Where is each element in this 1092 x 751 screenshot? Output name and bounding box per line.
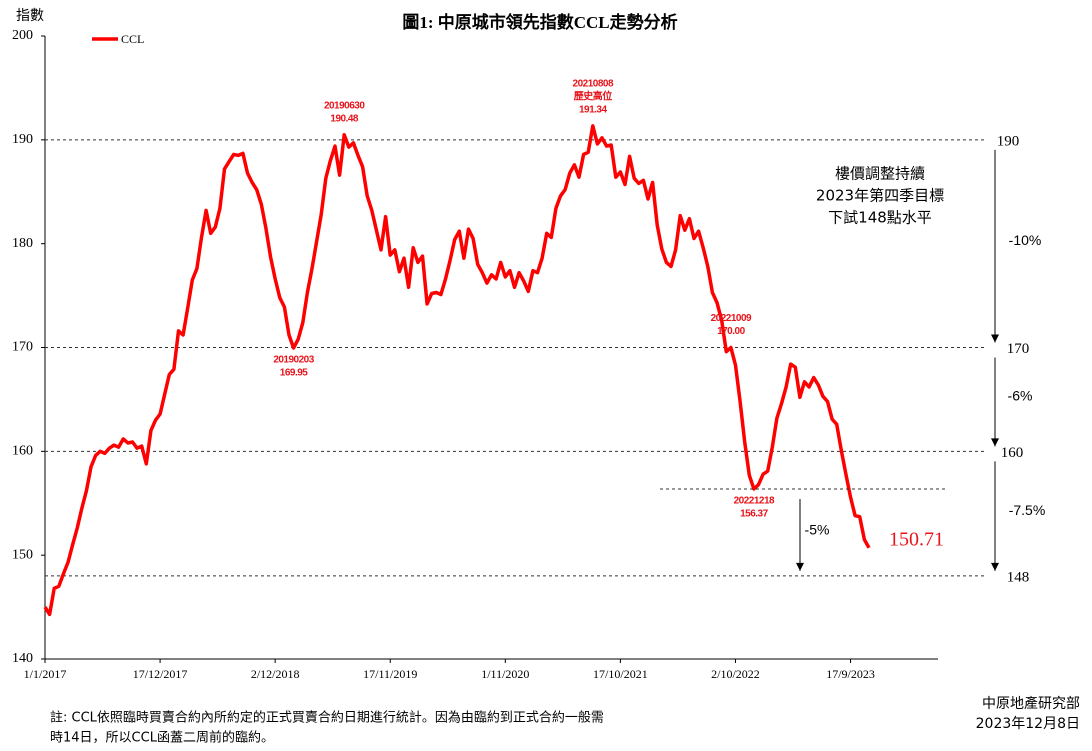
x-tick-label: 2/12/2018 <box>251 667 300 681</box>
annotation: 20221218 <box>734 496 775 507</box>
x-tick-label: 17/10/2021 <box>593 667 648 681</box>
y-tick-label: 160 <box>12 444 33 459</box>
outlook-text: 下試148點水平 <box>828 209 932 227</box>
reference-label: 160 <box>1001 445 1024 461</box>
annotation: 191.34 <box>579 105 608 116</box>
annotation: 170.00 <box>717 326 746 337</box>
drop-label: -5% <box>805 522 830 538</box>
reference-label: 148 <box>1007 569 1030 585</box>
chart-title: 圖1: 中原城市領先指數CCL走勢分析 <box>402 12 677 32</box>
x-tick-label: 2/10/2022 <box>711 667 760 681</box>
last-value-label: 150.71 <box>889 528 944 550</box>
annotation: 歷史高位 <box>574 90 612 103</box>
drop-label: -6% <box>1008 388 1033 404</box>
arrow-head <box>991 438 999 447</box>
source: 2023年12月8日 <box>976 716 1080 732</box>
y-axis-label: 指數 <box>16 8 44 24</box>
source: 中原地產研究部 <box>982 695 1080 712</box>
y-tick-label: 180 <box>12 236 33 251</box>
outlook-text: 2023年第四季目標 <box>816 187 944 205</box>
drop-label: -10% <box>1009 232 1042 248</box>
annotation: 190.48 <box>330 113 359 124</box>
arrow-head <box>991 334 999 343</box>
y-tick-label: 140 <box>12 651 33 666</box>
arrow-head <box>796 562 804 571</box>
y-tick-label: 190 <box>12 132 33 147</box>
reference-label: 190 <box>997 133 1020 149</box>
annotation: 20190630 <box>324 100 365 111</box>
annotation: 20210808 <box>573 79 614 90</box>
series-line <box>43 124 871 617</box>
footnote: 註: CCL依照臨時買賣合約內所約定的正式買賣合約日期進行統計。因為由臨約到正式… <box>50 710 604 726</box>
annotation: 156.37 <box>740 509 769 520</box>
x-tick-label: 1/1/2017 <box>24 667 67 681</box>
x-tick-label: 17/12/2017 <box>133 667 188 681</box>
annotation: 169.95 <box>280 368 309 379</box>
x-tick-label: 1/11/2020 <box>481 667 529 681</box>
drop-label: -7.5% <box>1009 502 1046 518</box>
legend-label: CCL <box>121 32 144 46</box>
footnote: 時14日，所以CCL函蓋二周前的臨約。 <box>50 730 274 746</box>
y-tick-label: 200 <box>12 28 33 43</box>
x-tick-label: 17/11/2019 <box>363 667 417 681</box>
x-tick-label: 17/9/2023 <box>826 667 875 681</box>
y-tick-label: 150 <box>12 547 33 562</box>
arrow-head <box>991 562 999 571</box>
annotation: 20221009 <box>711 313 752 324</box>
outlook-text: 樓價調整持續 <box>835 165 925 183</box>
y-tick-label: 170 <box>12 340 33 355</box>
reference-label: 170 <box>1007 341 1030 357</box>
annotation: 20190203 <box>273 355 314 366</box>
